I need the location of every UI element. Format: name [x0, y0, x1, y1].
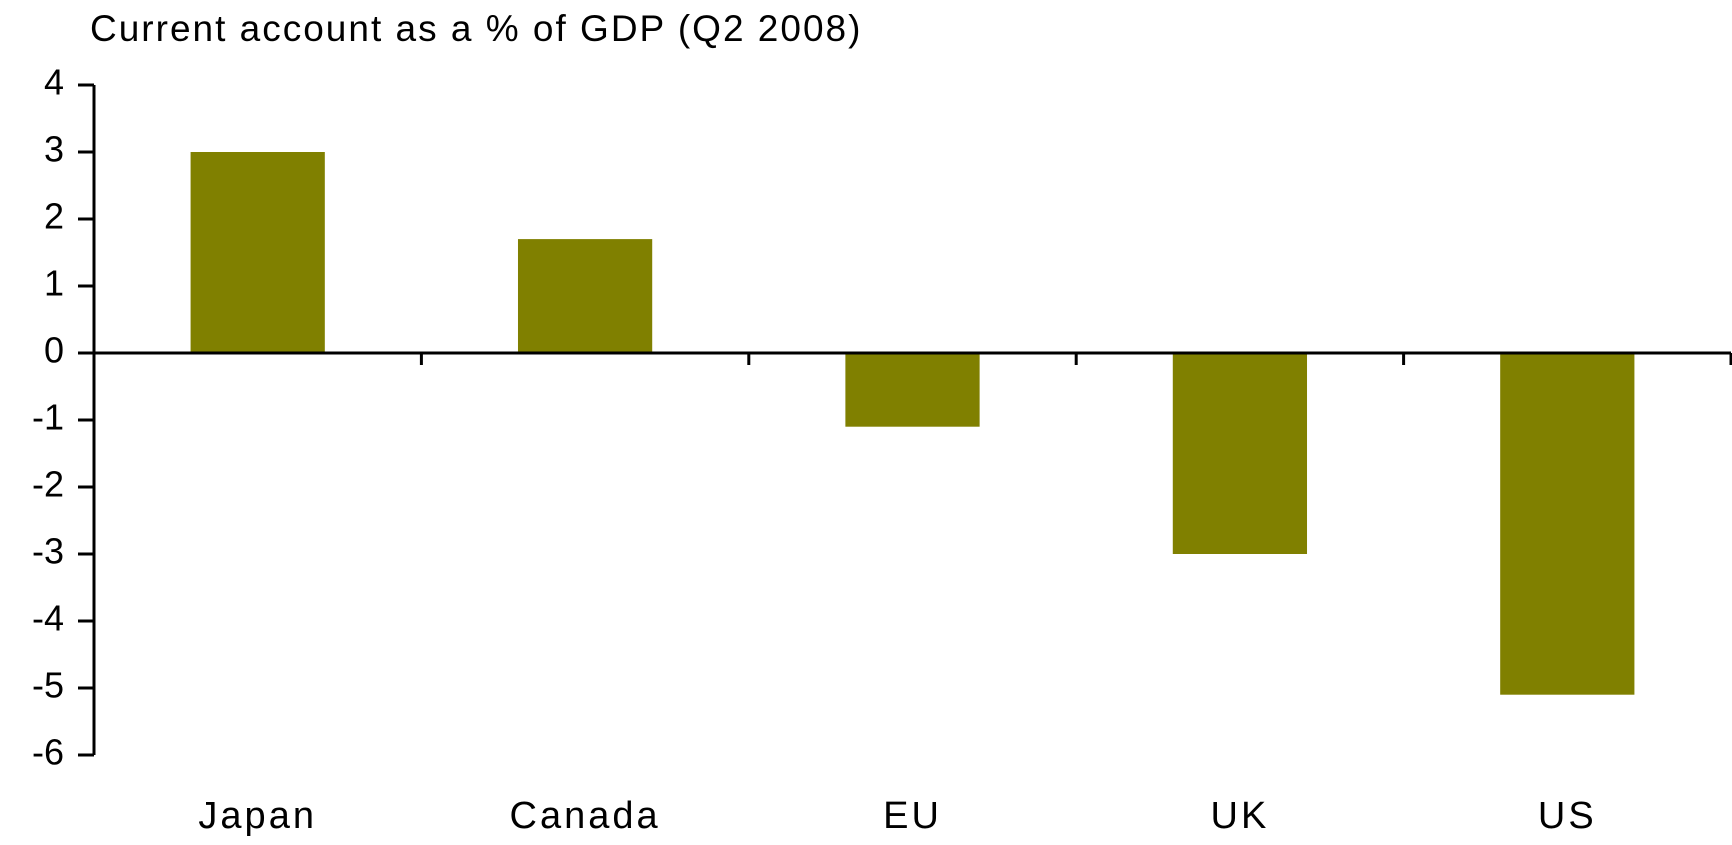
y-tick-label: 1 — [44, 263, 64, 304]
y-tick-label: -3 — [32, 531, 64, 572]
y-tick-label: 0 — [44, 330, 64, 371]
x-tick-label: Canada — [510, 795, 661, 837]
x-tick-label: Japan — [198, 795, 317, 837]
bar — [845, 353, 980, 427]
y-tick-label: -5 — [32, 665, 64, 706]
chart-title: Current account as a % of GDP (Q2 2008) — [90, 8, 862, 49]
bar — [1172, 353, 1308, 554]
bar — [190, 152, 325, 353]
y-tick-label: 3 — [44, 129, 64, 170]
y-tick-label: -4 — [32, 598, 64, 639]
x-tick-label: EU — [883, 795, 942, 837]
y-tick-label: -2 — [32, 464, 64, 505]
y-tick-label: -1 — [32, 397, 64, 438]
y-tick-label: -6 — [32, 732, 64, 773]
x-tick-label: UK — [1211, 795, 1270, 837]
bar — [1500, 353, 1635, 695]
y-tick-label: 4 — [44, 62, 64, 103]
y-tick-label: 2 — [44, 196, 64, 237]
x-tick-label: US — [1538, 795, 1597, 837]
bar — [517, 239, 653, 353]
